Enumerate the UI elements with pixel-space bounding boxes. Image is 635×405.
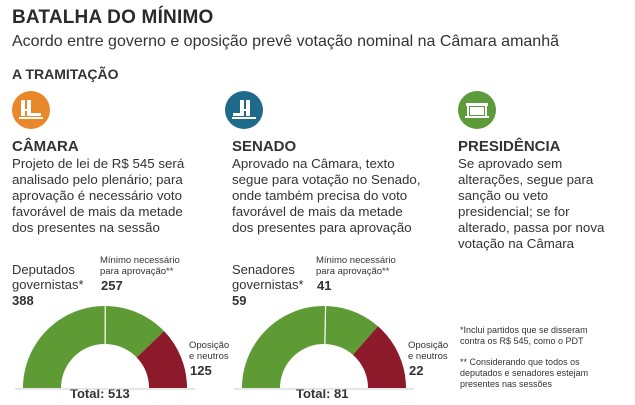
palace-icon <box>458 91 496 129</box>
camara-heading: CÂMARA <box>12 138 79 155</box>
camara-gov-value: 388 <box>12 293 34 308</box>
footnote-2: ** Considerando que todos os deputados e… <box>460 357 589 389</box>
camara-opp-value: 125 <box>190 363 212 378</box>
section-title: A TRAMITAÇÃO <box>12 66 119 82</box>
camara-gov-label: Deputados governistas* <box>12 262 84 292</box>
page-title: BATALHA DO MÍNIMO <box>12 7 214 28</box>
senado-min-value: 41 <box>317 278 332 293</box>
senado-description: Aprovado na Câmara, texto segue para vot… <box>232 156 421 235</box>
camara-total: Total: 513 <box>70 386 130 401</box>
senado-total: Total: 81 <box>296 386 349 401</box>
senado-threshold-marker <box>324 300 327 345</box>
presidencia-description: Se aprovado sem alterações, segue para s… <box>458 156 605 251</box>
senate-building-icon <box>225 91 263 129</box>
senado-min-label: Mínimo necessário para aprovação** <box>316 255 396 277</box>
footnote-1: *Inclui partidos que se disseram contra … <box>460 325 588 346</box>
senado-oposicao-slice <box>352 326 406 388</box>
chamber-building-icon <box>12 91 50 129</box>
presidencia-heading: PRESIDÊNCIA <box>458 138 561 155</box>
senado-opp-label: Oposição e neutros <box>408 340 449 362</box>
senado-opp-value: 22 <box>409 363 424 378</box>
page-subtitle: Acordo entre governo e oposição prevê vo… <box>12 33 559 50</box>
camara-min-label: Mínimo necessário para aprovação** <box>100 255 180 277</box>
camara-opp-label: Oposição e neutros <box>189 340 230 362</box>
camara-governistas-slice <box>23 306 165 388</box>
senado-heading: SENADO <box>232 138 297 155</box>
senado-governistas-slice <box>242 306 378 388</box>
senado-gov-label: Senadores governistas* <box>232 262 304 292</box>
camara-min-value: 257 <box>101 278 123 293</box>
senado-gov-value: 59 <box>232 293 247 308</box>
camara-description: Projeto de lei de R$ 545 será analisado … <box>12 156 185 235</box>
camara-oposicao-slice <box>136 331 187 388</box>
